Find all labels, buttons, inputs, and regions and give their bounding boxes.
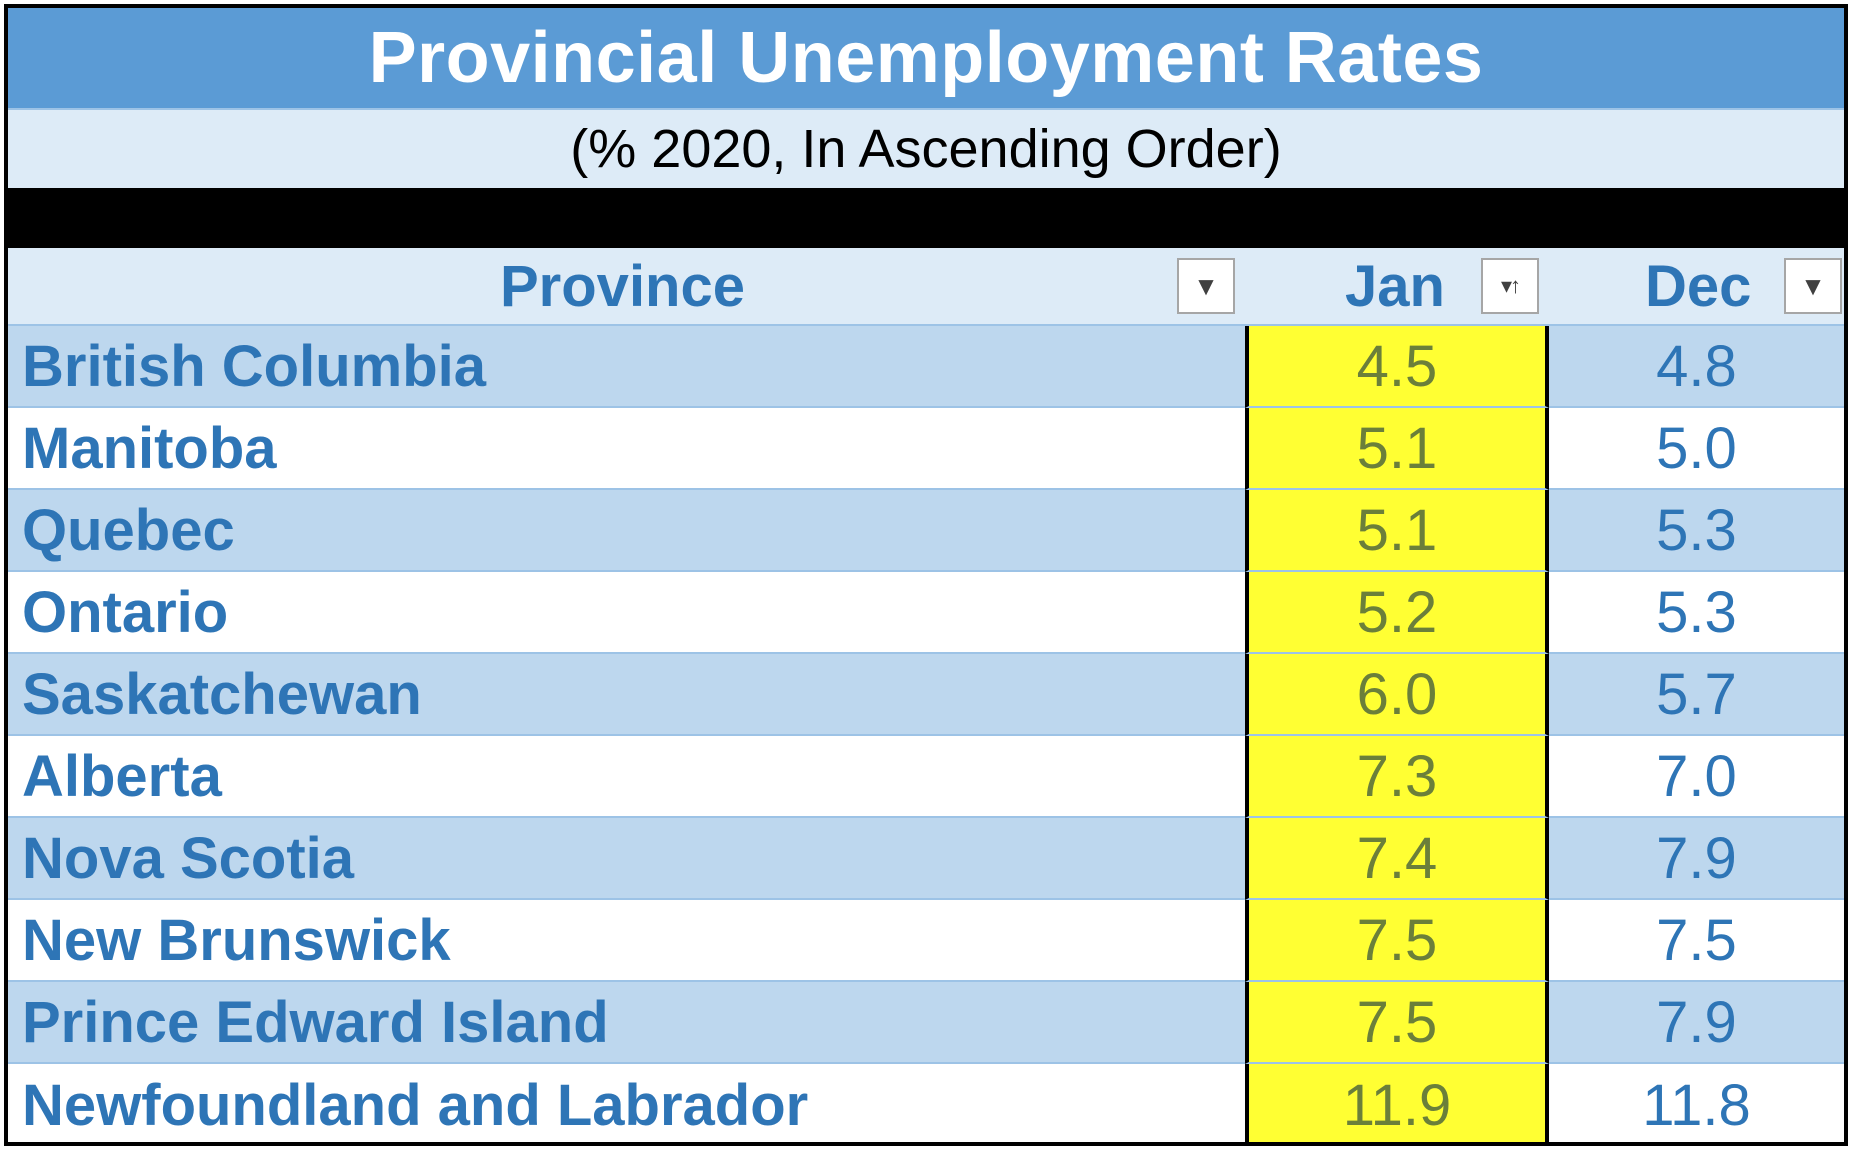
cell-jan[interactable]: 5.1 bbox=[1245, 408, 1549, 490]
column-header-province: Province ▼ bbox=[8, 248, 1245, 326]
cell-jan[interactable]: 5.1 bbox=[1245, 490, 1549, 572]
spreadsheet-table: Provincial Unemployment Rates (% 2020, I… bbox=[4, 4, 1848, 1146]
column-header-jan: Jan ▾↑ bbox=[1245, 248, 1549, 326]
cell-province[interactable]: Quebec bbox=[8, 490, 1245, 572]
cell-province[interactable]: New Brunswick bbox=[8, 900, 1245, 982]
cell-province[interactable]: Nova Scotia bbox=[8, 818, 1245, 900]
cell-province[interactable]: Newfoundland and Labrador bbox=[8, 1064, 1245, 1142]
separator-bar bbox=[8, 188, 1844, 248]
cell-jan[interactable]: 7.5 bbox=[1245, 900, 1549, 982]
cell-province[interactable]: Saskatchewan bbox=[8, 654, 1245, 736]
cell-jan[interactable]: 5.2 bbox=[1245, 572, 1549, 654]
cell-dec[interactable]: 7.9 bbox=[1549, 982, 1844, 1064]
cell-jan[interactable]: 7.4 bbox=[1245, 818, 1549, 900]
cell-dec[interactable]: 7.0 bbox=[1549, 736, 1844, 818]
cell-jan[interactable]: 6.0 bbox=[1245, 654, 1549, 736]
table-body: British Columbia 4.5 4.8 Manitoba 5.1 5.… bbox=[8, 326, 1844, 1142]
cell-dec[interactable]: 4.8 bbox=[1549, 326, 1844, 408]
cell-province[interactable]: Alberta bbox=[8, 736, 1245, 818]
column-header-label: Dec bbox=[1645, 253, 1752, 319]
cell-dec[interactable]: 5.3 bbox=[1549, 572, 1844, 654]
sort-ascending-filter-icon[interactable]: ▾↑ bbox=[1481, 258, 1539, 314]
cell-dec[interactable]: 5.7 bbox=[1549, 654, 1844, 736]
cell-jan[interactable]: 7.5 bbox=[1245, 982, 1549, 1064]
cell-dec[interactable]: 11.8 bbox=[1549, 1064, 1844, 1142]
cell-jan[interactable]: 11.9 bbox=[1245, 1064, 1549, 1142]
cell-dec[interactable]: 7.9 bbox=[1549, 818, 1844, 900]
cell-dec[interactable]: 5.0 bbox=[1549, 408, 1844, 490]
cell-province[interactable]: Ontario bbox=[8, 572, 1245, 654]
cell-jan[interactable]: 4.5 bbox=[1245, 326, 1549, 408]
cell-jan[interactable]: 7.3 bbox=[1245, 736, 1549, 818]
filter-dropdown-icon[interactable]: ▼ bbox=[1177, 258, 1235, 314]
filter-dropdown-icon[interactable]: ▼ bbox=[1784, 258, 1842, 314]
cell-province[interactable]: Manitoba bbox=[8, 408, 1245, 490]
cell-dec[interactable]: 5.3 bbox=[1549, 490, 1844, 572]
table-title: Provincial Unemployment Rates bbox=[8, 8, 1844, 110]
cell-province[interactable]: Prince Edward Island bbox=[8, 982, 1245, 1064]
cell-dec[interactable]: 7.5 bbox=[1549, 900, 1844, 982]
column-header-label: Province bbox=[500, 253, 745, 319]
column-header-dec: Dec ▼ bbox=[1549, 248, 1844, 326]
cell-province[interactable]: British Columbia bbox=[8, 326, 1245, 408]
table-subtitle: (% 2020, In Ascending Order) bbox=[8, 110, 1844, 188]
column-header-label: Jan bbox=[1345, 253, 1445, 319]
data-grid: Province ▼ Jan ▾↑ Dec ▼ bbox=[8, 248, 1844, 326]
